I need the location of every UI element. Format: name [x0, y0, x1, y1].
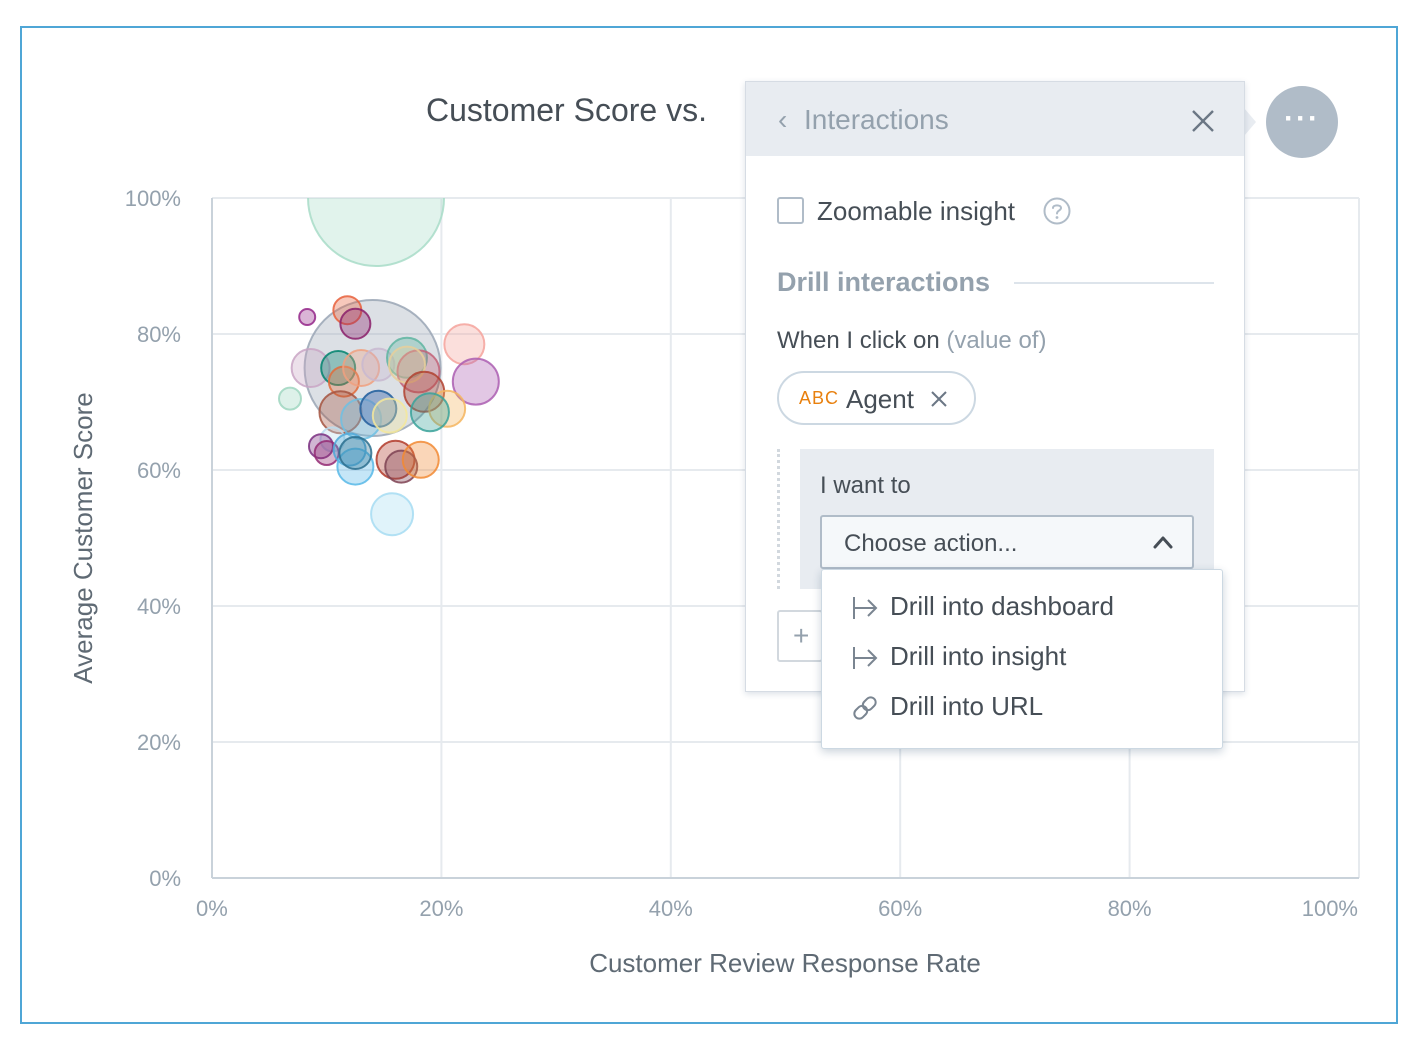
- axes: 0% 20% 40% 60% 80% 100% 0% 20% 40% 60% 80% 100%: [125, 186, 1359, 921]
- link-icon: [853, 696, 877, 720]
- bubble-point[interactable]: [339, 307, 372, 340]
- bubble-point[interactable]: [451, 357, 500, 406]
- x-tick-label: 60%: [878, 896, 922, 921]
- chevron-up-icon: [1153, 536, 1173, 549]
- bubble-point[interactable]: [342, 349, 381, 387]
- i-want-to-label: I want to: [820, 472, 911, 499]
- chart-title: Customer Score vs.: [426, 92, 707, 128]
- chip-label: Agent: [846, 384, 914, 414]
- menu-item-drill-url[interactable]: Drill into URL: [822, 683, 1222, 733]
- y-tick-label: 0%: [149, 866, 181, 891]
- bubble-point[interactable]: [336, 447, 375, 486]
- zoomable-insight-label[interactable]: Zoomable insight: [817, 196, 1015, 226]
- section-divider: [1014, 282, 1214, 284]
- back-chevron-icon[interactable]: ‹: [778, 104, 788, 135]
- x-tick-label: 80%: [1108, 896, 1152, 921]
- menu-item-drill-insight[interactable]: Drill into insight: [822, 633, 1222, 683]
- agent-attribute-chip[interactable]: ABC Agent: [777, 371, 976, 425]
- zoomable-insight-checkbox[interactable]: [777, 197, 804, 224]
- bubble-point[interactable]: [409, 392, 450, 433]
- bubble-point[interactable]: [307, 130, 446, 267]
- x-tick-label: 40%: [649, 896, 693, 921]
- drill-arrow-icon: [853, 647, 878, 669]
- bubble-point[interactable]: [290, 348, 331, 388]
- bubble-point[interactable]: [370, 492, 415, 537]
- x-tick-label: 100%: [1302, 896, 1358, 921]
- x-axis-title: Customer Review Response Rate: [589, 948, 981, 978]
- bubble-point[interactable]: [371, 397, 408, 434]
- plus-icon: +: [793, 620, 810, 651]
- x-tick-label: 20%: [419, 896, 463, 921]
- when-click-label: When I click on (value of): [777, 327, 1046, 355]
- bubble-point[interactable]: [443, 323, 486, 366]
- y-tick-label: 20%: [137, 730, 181, 755]
- bubble-point[interactable]: [338, 436, 373, 470]
- menu-item-drill-dashboard[interactable]: Drill into dashboard: [822, 583, 1222, 633]
- bubble-point[interactable]: [298, 308, 317, 326]
- ellipsis-icon: ···: [1284, 102, 1320, 135]
- panel-pointer: [1244, 108, 1256, 136]
- y-tick-label: 60%: [137, 458, 181, 483]
- menu-item-label: Drill into insight: [890, 641, 1067, 671]
- panel-header: ‹ Interactions: [746, 82, 1244, 156]
- drill-interactions-title: Drill interactions: [777, 267, 991, 297]
- y-tick-label: 40%: [137, 594, 181, 619]
- attribute-type-icon: ABC: [799, 388, 840, 408]
- y-tick-label: 100%: [125, 186, 181, 211]
- bubble-point[interactable]: [428, 389, 467, 428]
- action-box: I want to Choose action...: [800, 449, 1214, 589]
- dotted-connector: [777, 449, 780, 589]
- bubble-point[interactable]: [401, 440, 440, 479]
- select-value: Choose action...: [844, 530, 1018, 557]
- action-dropdown-menu: Drill into dashboard Drill into insight …: [821, 569, 1223, 749]
- x-tick-label: 0%: [196, 896, 228, 921]
- remove-chip-icon[interactable]: [929, 389, 949, 409]
- choose-action-select[interactable]: Choose action...: [820, 515, 1194, 569]
- add-interaction-button[interactable]: +: [777, 610, 823, 662]
- bubble-point[interactable]: [277, 386, 302, 411]
- menu-item-label: Drill into URL: [890, 691, 1044, 721]
- panel-title[interactable]: Interactions: [804, 104, 949, 135]
- more-options-button[interactable]: ···: [1266, 86, 1338, 158]
- y-axis-title: Average Customer Score: [68, 392, 98, 683]
- help-icon[interactable]: [1043, 197, 1071, 225]
- when-click-text: When I click on: [777, 327, 940, 354]
- drill-arrow-icon: [853, 597, 878, 619]
- y-tick-label: 80%: [137, 322, 181, 347]
- close-icon[interactable]: [1190, 108, 1216, 134]
- menu-item-label: Drill into dashboard: [890, 591, 1115, 621]
- bubbles: [277, 130, 500, 537]
- value-of-text: (value of): [946, 327, 1047, 354]
